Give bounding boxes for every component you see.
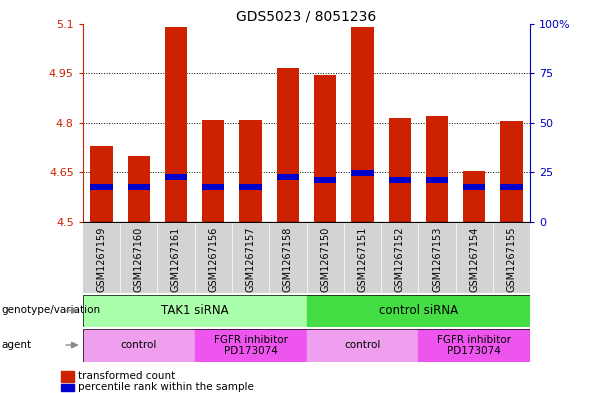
Bar — [306, 295, 530, 327]
Bar — [195, 329, 306, 362]
Text: GSM1267161: GSM1267161 — [171, 226, 181, 292]
Text: genotype/variation: genotype/variation — [1, 305, 101, 316]
Bar — [240, 184, 262, 190]
Text: control siRNA: control siRNA — [379, 304, 458, 318]
Text: FGFR inhibitor
PD173074: FGFR inhibitor PD173074 — [213, 335, 287, 356]
Text: GSM1267158: GSM1267158 — [283, 226, 293, 292]
Bar — [463, 184, 485, 190]
Bar — [83, 329, 195, 362]
Bar — [240, 119, 262, 222]
Text: GSM1267154: GSM1267154 — [470, 226, 479, 292]
Text: GDS5023 / 8051236: GDS5023 / 8051236 — [237, 10, 376, 24]
Bar — [314, 177, 337, 183]
Text: GSM1267160: GSM1267160 — [134, 226, 143, 292]
Text: transformed count: transformed count — [78, 371, 175, 382]
Bar — [202, 119, 224, 222]
Bar — [463, 171, 485, 222]
Text: GSM1267155: GSM1267155 — [506, 226, 517, 292]
Text: GSM1267156: GSM1267156 — [208, 226, 218, 292]
Bar — [418, 329, 530, 362]
Bar — [276, 174, 299, 180]
Text: control: control — [121, 340, 157, 351]
Bar — [426, 116, 448, 222]
Text: percentile rank within the sample: percentile rank within the sample — [78, 382, 254, 393]
Bar — [128, 184, 150, 190]
Bar — [500, 184, 523, 190]
Bar — [276, 68, 299, 222]
Bar — [202, 184, 224, 190]
Bar — [83, 295, 306, 327]
Bar — [351, 171, 374, 176]
Bar — [128, 156, 150, 222]
Text: GSM1267159: GSM1267159 — [96, 226, 107, 292]
Bar — [306, 329, 418, 362]
Text: GSM1267150: GSM1267150 — [320, 226, 330, 292]
Text: FGFR inhibitor
PD173074: FGFR inhibitor PD173074 — [437, 335, 511, 356]
Bar — [165, 174, 187, 180]
Bar — [351, 27, 374, 222]
Bar — [90, 146, 113, 222]
Bar — [426, 177, 448, 183]
Bar — [314, 75, 337, 222]
Text: control: control — [345, 340, 381, 351]
Bar — [90, 184, 113, 190]
Bar — [389, 177, 411, 183]
Text: GSM1267151: GSM1267151 — [357, 226, 367, 292]
Text: GSM1267152: GSM1267152 — [395, 226, 405, 292]
Text: GSM1267153: GSM1267153 — [432, 226, 442, 292]
Bar — [389, 118, 411, 222]
Bar — [500, 121, 523, 222]
Text: TAK1 siRNA: TAK1 siRNA — [161, 304, 229, 318]
Bar — [165, 27, 187, 222]
Bar — [61, 384, 74, 391]
Text: GSM1267157: GSM1267157 — [246, 226, 256, 292]
Bar — [61, 371, 74, 382]
Text: agent: agent — [1, 340, 31, 350]
